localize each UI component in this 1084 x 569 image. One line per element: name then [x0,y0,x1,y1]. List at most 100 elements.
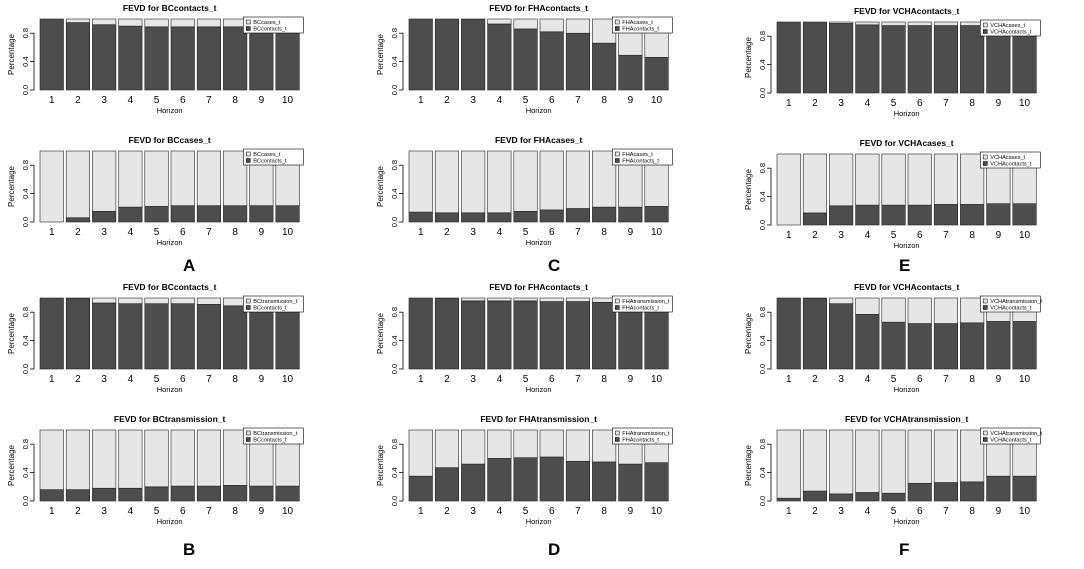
bar-BCcontacts_t [223,26,248,91]
bar-BCcases_t [92,150,117,212]
legend-swatch [615,298,620,304]
x-tick-label: 5 [154,227,160,238]
x-tick-label: 2 [812,374,818,385]
bar-FHAtransmission_t [513,297,538,302]
chart-title: FEVD for VCHAcontacts_t [854,6,959,16]
x-tick-label: 1 [49,506,55,517]
bar-BCcontacts_t [223,305,248,370]
y-tick-label: 0.8 [390,28,399,38]
bar-VCHAcontacts_t [933,25,959,94]
x-tick-label: 7 [575,227,581,238]
x-tick-label: 10 [1019,230,1031,241]
legend-swatch [615,151,620,157]
bar-FHAcases_t [487,150,512,214]
y-axis-label: Percentage [376,33,385,74]
y-tick-label: 0.0 [390,364,399,374]
bar-VCHAcontacts_t [960,481,985,502]
x-tick-label: 1 [418,227,424,238]
panel-label-d: D [548,540,561,559]
bar-VCHAtransmission_t [776,429,801,499]
legend-swatch [246,151,251,157]
chart-title: FEVD for VCHAtransmission_t [845,414,968,424]
bar-BCcases_t [144,150,169,207]
legend-entry: BCcontacts_t [253,438,287,444]
bar-VCHAcontacts_t [855,204,880,226]
legend-swatch [983,22,988,28]
bar-BCcases_t [144,18,169,28]
bar-BCcases_t [170,18,195,28]
x-tick-label: 9 [628,506,634,517]
bar-BCcontacts_t [118,25,143,91]
x-tick-label: 2 [444,374,450,385]
bar-VCHAcases_t [881,153,906,206]
bar-BCcontacts_t [170,205,195,223]
bar-FHAtransmission_t [592,429,617,463]
legend-entry: VCHAcontacts_t [990,438,1031,444]
x-tick-label: 2 [75,506,81,517]
y-tick-label: 0.8 [390,439,399,449]
legend-swatch [615,26,620,31]
x-tick-label: 1 [49,95,55,106]
x-tick-label: 3 [101,506,107,517]
y-tick-label: 0.0 [21,364,30,374]
x-tick-label: 8 [601,227,607,238]
bar-VCHAtransmission_t [881,297,906,323]
bar-VCHAcases_t [829,153,854,207]
x-tick-label: 1 [418,374,424,385]
x-axis-label: Horizon [157,106,183,115]
chart-panel-3: FEVD for BCcontacts_t 0.0 0.4 0.8 Percentage… [7,282,304,394]
y-tick-label: 0.8 [758,31,767,41]
bar-BCcases_t [118,150,143,208]
bar-FHAtransmission_t [487,429,512,459]
bar-BCtransmission_t [39,429,64,490]
x-tick-label: 3 [470,95,476,106]
x-tick-label: 2 [75,227,81,238]
bar-VCHAcases_t [776,153,801,226]
legend-box [243,16,304,34]
bar-BCtransmission_t [92,429,117,489]
y-tick-label: 0.4 [21,56,30,66]
chart-title: FEVD for FHAcases_t [495,135,583,145]
legend-entry: BCtransmission_t [253,299,297,305]
x-tick-label: 2 [812,230,818,241]
x-axis-label: Horizon [526,517,552,526]
panel-label-b: B [183,540,196,559]
bar-FHAcases_t [487,18,512,25]
x-tick-label: 5 [891,230,897,241]
x-tick-label: 4 [865,98,871,109]
y-axis-label: Percentage [7,33,16,74]
bar-VCHAcontacts_t [881,492,906,502]
x-tick-label: 3 [838,230,844,241]
x-tick-label: 3 [101,95,107,106]
bar-FHAtransmission_t [461,297,486,302]
panel-label-e: E [899,256,911,275]
x-tick-label: 9 [259,95,265,106]
bar-VCHAtransmission_t [933,429,959,483]
bar-BCtransmission_t [118,297,143,304]
bar-VCHAcases_t [907,21,932,26]
x-tick-label: 1 [786,230,792,241]
x-tick-label: 9 [628,227,634,238]
x-tick-label: 6 [917,506,923,517]
bar-FHAcases_t [539,150,564,211]
legend-entry: BCcontacts_t [253,27,287,33]
bar-FHAtransmission_t [539,297,564,302]
bar-FHAcontacts_t [565,208,591,223]
x-tick-label: 2 [75,95,81,106]
bar-VCHAcontacts_t [960,204,985,226]
legend-swatch [983,298,988,304]
x-tick-label: 4 [128,227,134,238]
bar-BCcontacts_t [65,22,90,91]
legend-entry: BCtransmission_t [253,431,297,437]
bar-VCHAcontacts_t [881,321,906,370]
bar-BCtransmission_t [118,429,143,489]
bar-BCcontacts_t [170,303,195,370]
y-axis-label: Percentage [7,165,16,206]
bar-FHAcontacts_t [565,460,591,502]
legend-entry: VCHAcontacts_t [990,162,1031,168]
bar-FHAcases_t [565,18,591,34]
